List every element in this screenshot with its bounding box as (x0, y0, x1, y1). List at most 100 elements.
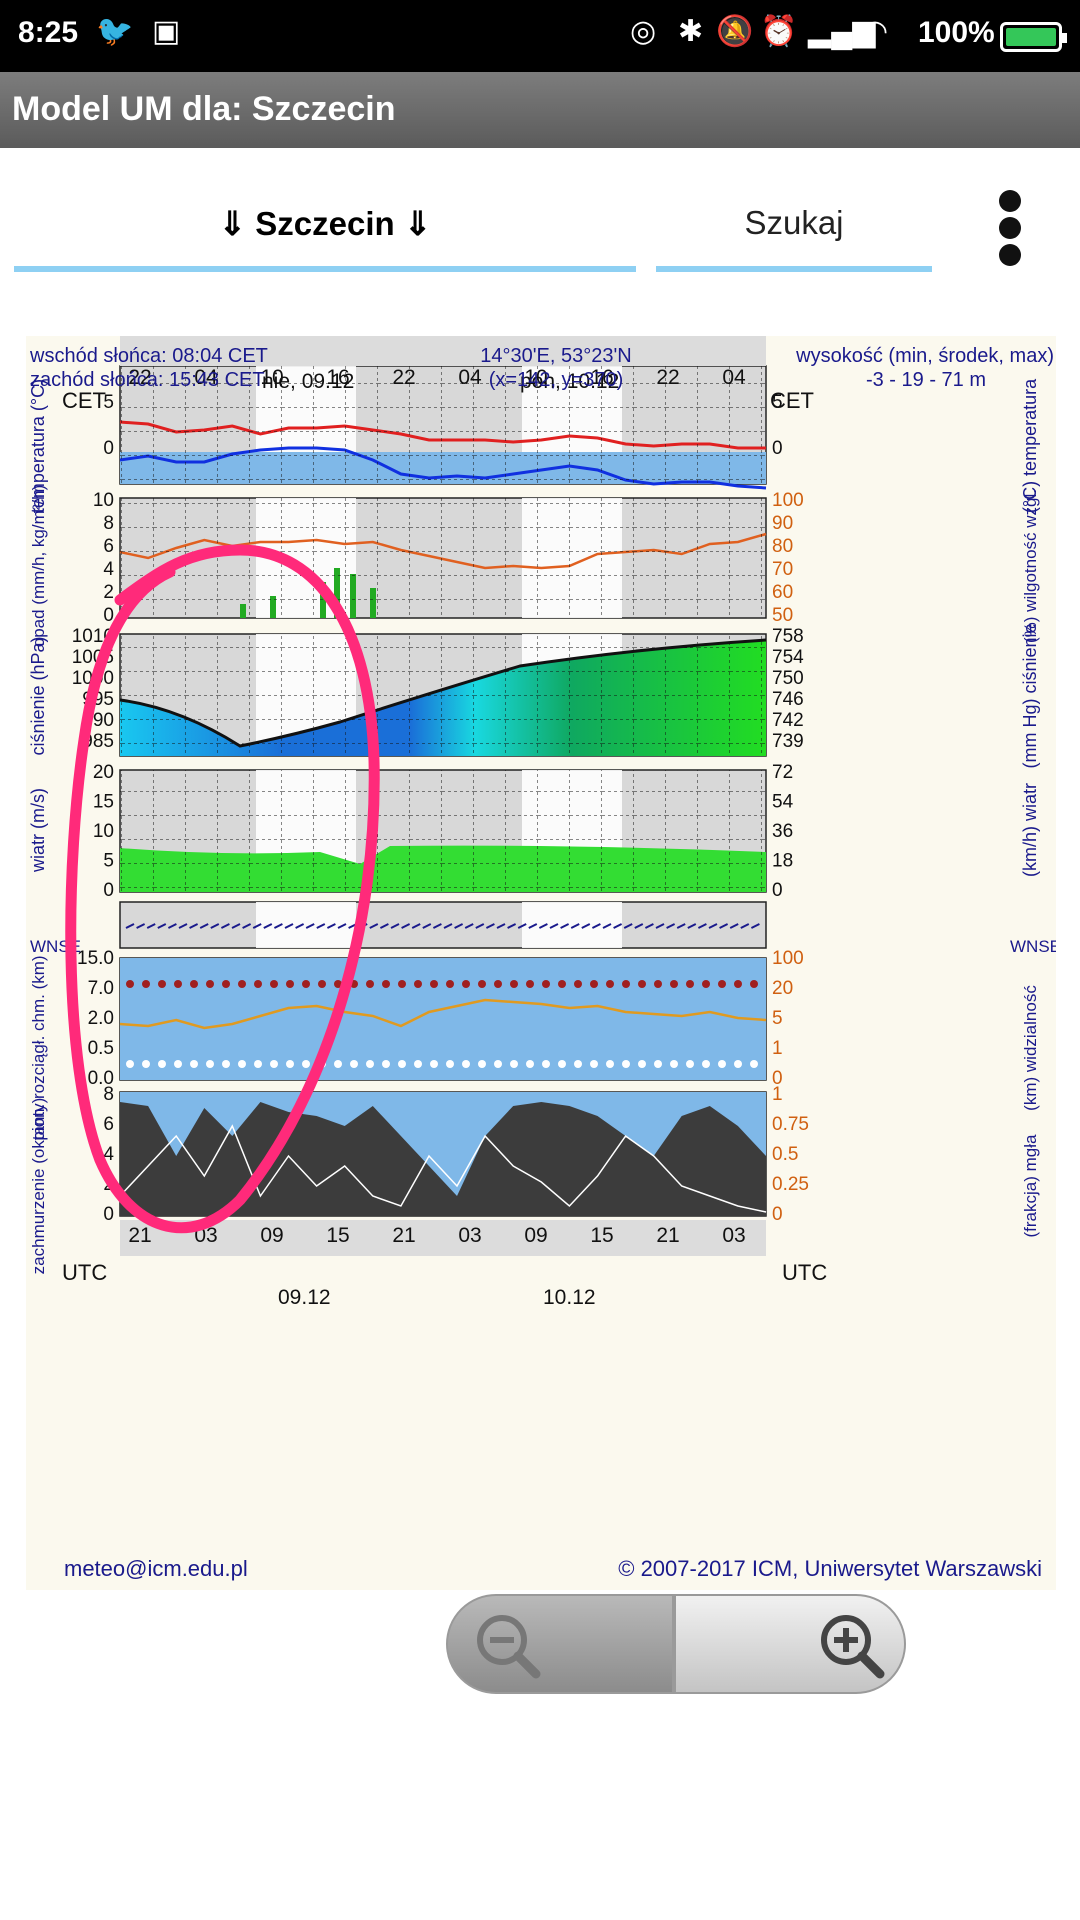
hour-bottom-6: 09 (524, 1224, 547, 1247)
cloud-base-dot-0 (126, 1060, 134, 1068)
low-cloud-line (119, 1124, 767, 1213)
cloud-top-dot-7 (238, 980, 246, 988)
wifi-icon: ◠ (862, 15, 889, 48)
battery-percent: 100% (918, 16, 995, 49)
wind-arrow-23 (369, 923, 379, 929)
cloud-base-dot-26 (542, 1060, 550, 1068)
meteogram-chart: 2204101622041016220421030915210309152103… (28, 336, 1056, 1309)
wind-arrow-19 (326, 923, 336, 929)
tick-vis-left-1: 7.0 (88, 978, 114, 999)
cloud-top-dot-31 (622, 980, 630, 988)
wind-arrow-15 (284, 923, 294, 929)
tick-cloud-right-0: 1 (772, 1084, 783, 1105)
hour-bottom-7: 15 (590, 1224, 613, 1247)
tick-wind-left-0: 20 (93, 762, 114, 783)
cloud-base-dot-9 (270, 1060, 278, 1068)
cloud-top-dot-8 (254, 980, 262, 988)
wind-arrow-10 (231, 923, 241, 929)
tick-precip-left-1: 8 (103, 513, 114, 534)
wind-arrow-0 (125, 923, 135, 929)
tz-top: CET (62, 388, 106, 413)
tick-precip-right-3: 70 (772, 559, 793, 580)
alarm-icon: ⏰ (760, 15, 798, 48)
sunset-text: zachód słońca: 15:43 CET (30, 369, 265, 391)
wind-arrow-18 (316, 923, 326, 929)
zoom-out-icon (477, 1615, 541, 1679)
footer-copyright: © 2007-2017 ICM, Uniwersytet Warszawski (618, 1556, 1042, 1581)
cloud-base-dot-2 (158, 1060, 166, 1068)
tick-wind-right-1: 54 (772, 792, 794, 813)
wind-arrow-47 (623, 923, 633, 929)
wind-arrow-30 (443, 923, 453, 929)
visibility-bg (120, 958, 766, 1080)
cloud-base-dot-5 (206, 1060, 214, 1068)
overflow-menu-icon[interactable] (996, 190, 1024, 270)
cloud-top-dot-35 (686, 980, 694, 988)
footer-email[interactable]: meteo@icm.edu.pl (64, 1556, 248, 1581)
cloud-top-dot-24 (510, 980, 518, 988)
meteogram: 2204101622041016220421030915210309152103… (26, 336, 1056, 1590)
wind-arrow-13 (263, 923, 273, 929)
hour-bottom-9: 03 (722, 1224, 745, 1247)
wind-arrow-2 (146, 923, 156, 929)
zoom-out-button[interactable] (446, 1594, 674, 1694)
label-pressure-right: (mm Hg) ciśnienie (1020, 623, 1040, 768)
wind-arrow-29 (432, 923, 442, 929)
tick-precip-left-2: 6 (103, 536, 114, 557)
cloud-base-dot-36 (702, 1060, 710, 1068)
tick-precip-right-1: 90 (772, 513, 793, 534)
tick-cloud-left-4: 0 (103, 1204, 114, 1225)
cloud-base-dot-18 (414, 1060, 422, 1068)
wind-arrow-43 (581, 923, 591, 929)
tab-search[interactable]: Szukaj (656, 180, 932, 272)
tab-location[interactable]: ⇓ Szczecin ⇓ (14, 180, 636, 272)
sun-info: wschód słońca: 08:04 CET zachód słońca: … (30, 344, 268, 392)
label-temperature-right: (°C) temperatura (1020, 378, 1040, 513)
cloud-top-dot-23 (494, 980, 502, 988)
cloud-base-dot-19 (430, 1060, 438, 1068)
bluetooth-icon: ✱ (678, 15, 704, 48)
daylight-2 (522, 902, 622, 948)
label-clouds-left: zachmurzenie (oktanty) (29, 1098, 48, 1275)
tab-location-label: ⇓ Szczecin ⇓ (218, 205, 432, 242)
tick-temp-right-0: 5 (772, 392, 783, 413)
wind-arrow-5 (178, 923, 188, 929)
cloud-base-dot-31 (622, 1060, 630, 1068)
zoom-in-button[interactable] (674, 1594, 906, 1694)
day-label-2: pon, 10.12 (520, 370, 619, 393)
tick-vis-right-4: 0 (772, 1068, 783, 1089)
tick-precip-left-3: 4 (103, 559, 114, 580)
cloud-base-dot-24 (510, 1060, 518, 1068)
cloud-base-dot-25 (526, 1060, 534, 1068)
twitter-icon: 🐦 (96, 15, 134, 48)
annotation-circle (65, 544, 380, 1234)
cloud-top-dot-27 (558, 980, 566, 988)
cloud-top-dot-20 (446, 980, 454, 988)
wind-arrow-27 (411, 923, 421, 929)
tick-precip-right-5: 50 (772, 605, 793, 626)
cloud-base-dot-20 (446, 1060, 454, 1068)
tick-cloud-left-2: 4 (103, 1144, 114, 1165)
cloud-base-dot-38 (734, 1060, 742, 1068)
precip-grid (120, 498, 766, 618)
tick-wind-right-2: 36 (772, 821, 793, 842)
wind-arrow-56 (719, 923, 729, 929)
wind-arrow-59 (750, 923, 760, 929)
tick-cloud-right-1: 0.75 (772, 1114, 809, 1135)
cloud-base-dot-3 (174, 1060, 182, 1068)
wind-arrow-11 (242, 923, 252, 929)
cloud-top-dot-36 (702, 980, 710, 988)
tick-vis-right-3: 1 (772, 1038, 783, 1059)
wind-arrow-50 (655, 923, 665, 929)
cloud-base-dot-7 (238, 1060, 246, 1068)
facebook-icon: ▣ (152, 15, 181, 48)
hour-band-bottom (120, 1220, 766, 1256)
wind-arrow-20 (337, 923, 347, 929)
cloud-base-dot-29 (590, 1060, 598, 1068)
cloud-base-dot-14 (350, 1060, 358, 1068)
wind-arrow-58 (740, 923, 750, 929)
temp-grid (120, 366, 766, 484)
tick-precip-left-4: 2 (103, 582, 114, 603)
wind-arrow-33 (475, 923, 485, 929)
cloud-base-dot-13 (334, 1060, 342, 1068)
